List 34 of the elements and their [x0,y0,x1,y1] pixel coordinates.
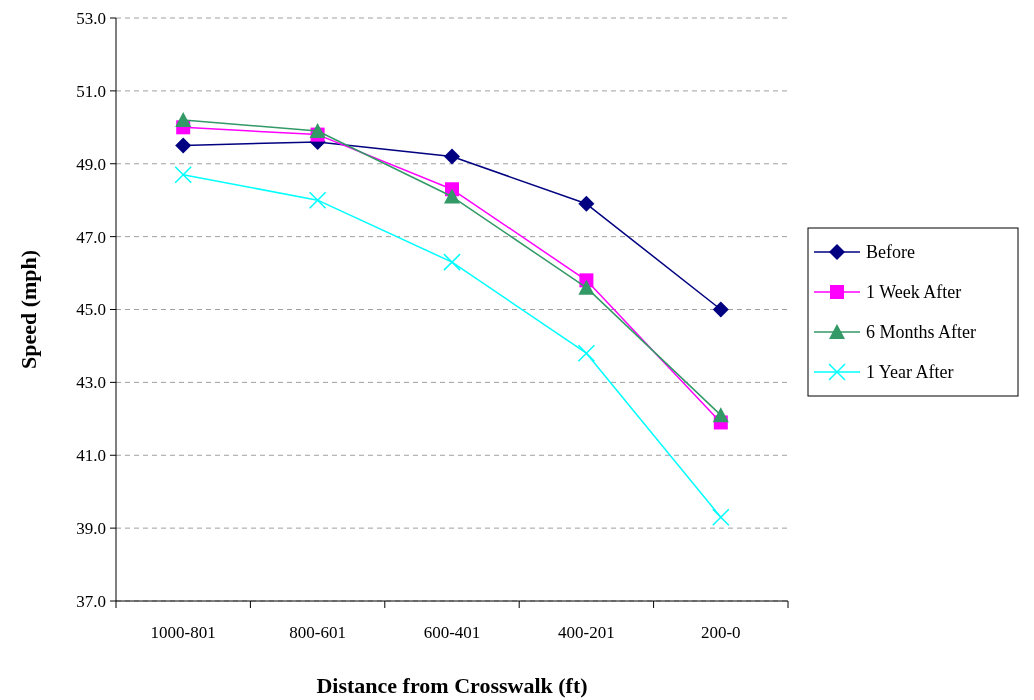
y-tick-label: 45.0 [76,300,106,320]
point [174,165,192,184]
point [175,112,192,128]
x-tick-label: 800-601 [289,623,346,642]
point [308,191,327,209]
legend-label: Before [866,242,915,263]
y-tick-label: 43.0 [76,373,106,393]
y-tick-label: 41.0 [76,446,106,466]
point [712,508,730,526]
y-tick-label: 53.0 [76,8,106,28]
y-axis-title: Speed (mph) [16,249,41,370]
x-tick-label: 600-401 [423,623,481,642]
point [444,148,460,165]
x-axis-title: Distance from Crosswalk (ft) [316,673,588,698]
x-tick-label: 200-0 [700,623,741,642]
point [578,195,595,212]
point [578,279,595,295]
y-tick-label: 49.0 [76,154,106,174]
point [175,137,192,154]
x-tick-label: 400-201 [558,623,615,642]
legend-label: 1 Week After [866,282,962,303]
point [309,122,326,138]
y-tick-label: 51.0 [76,81,106,101]
point [577,344,596,362]
y-tick-label: 37.0 [76,591,106,611]
point [443,253,461,271]
legend-label: 1 Year After [866,362,954,383]
x-tick-label: 1000-801 [150,623,216,642]
y-tick-label: 47.0 [76,227,106,247]
point [712,301,729,318]
legend-label: 6 Months After [866,322,976,343]
point [444,188,460,204]
point [712,407,729,423]
y-tick-label: 39.0 [76,519,106,539]
